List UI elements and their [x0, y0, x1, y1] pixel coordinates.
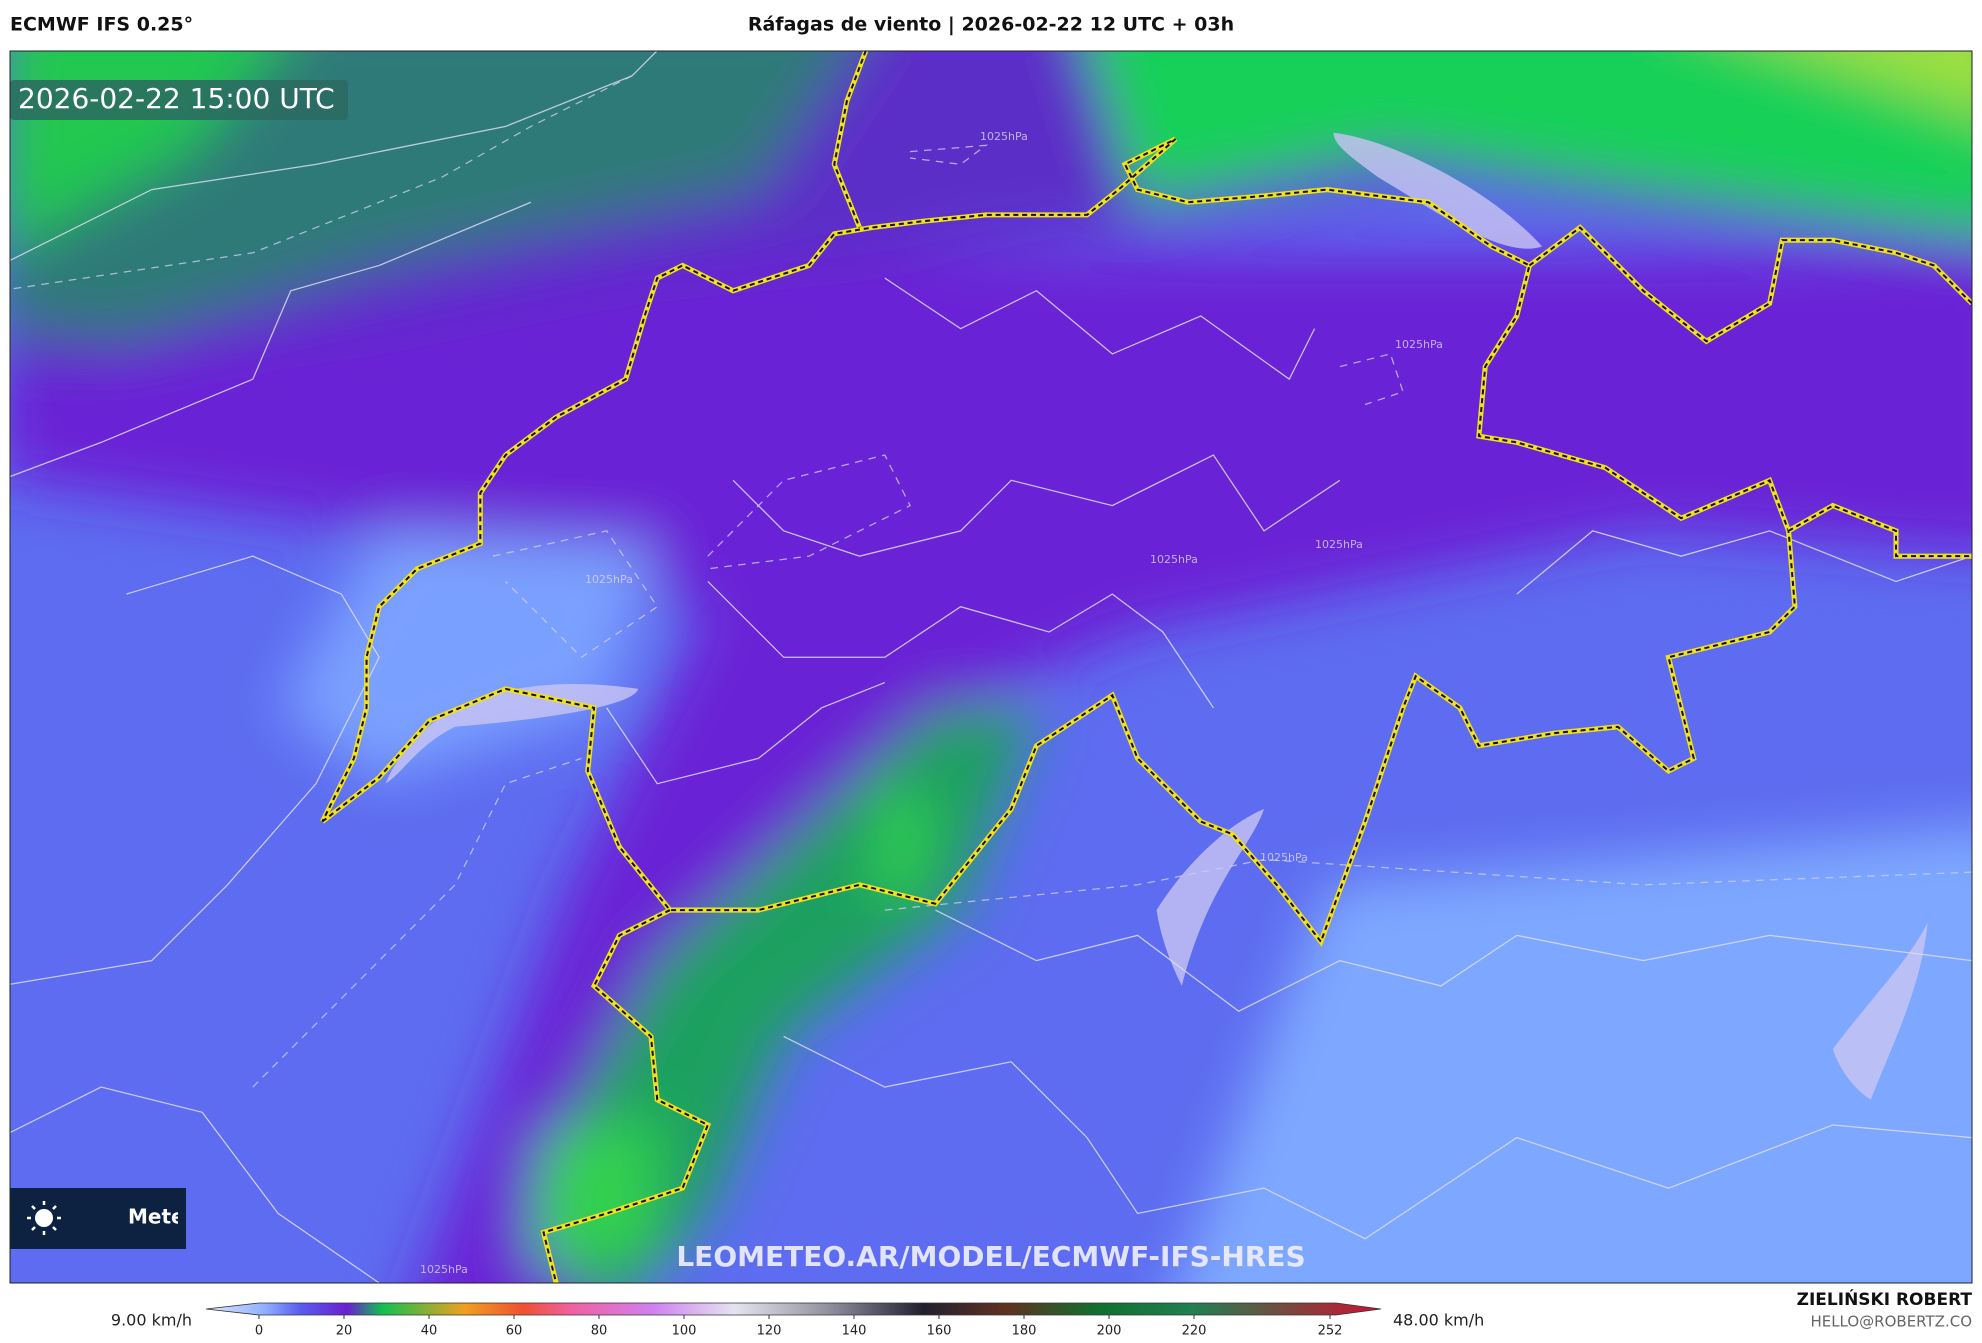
isobar-label: 1025hPa — [1395, 338, 1443, 351]
sun-icon — [27, 1201, 61, 1235]
isobar-label: 1025hPa — [1150, 553, 1198, 566]
colorbar-min: 9.00 km/h — [111, 1311, 192, 1330]
colorbar-tick-label: 100 — [672, 1324, 697, 1339]
watermark: LEOMETEO.AR/MODEL/ECMWF-IFS-HRES — [676, 1240, 1305, 1273]
map-title: Ráfagas de viento | 2026-02-22 12 UTC + … — [748, 14, 1234, 36]
colorbar-tick-label: 252 — [1318, 1324, 1343, 1339]
timestamp-box — [10, 80, 348, 120]
email: HELLO@ROBERTZ.CO — [1810, 1313, 1972, 1331]
colorbar-tick-label: 60 — [506, 1324, 523, 1339]
colorbar-bar — [205, 1302, 1382, 1316]
colorbar-tick-label: 0 — [255, 1324, 263, 1339]
colorbar-tick-label: 20 — [336, 1324, 353, 1339]
national-border — [320, 51, 1972, 1283]
isobar-label: 1025hPa — [585, 573, 633, 586]
isobar-label: 1025hPa — [1260, 851, 1308, 864]
colorbar-tick-label: 120 — [757, 1324, 782, 1339]
colorbar-tick-label: 140 — [842, 1324, 867, 1339]
region-borders — [10, 51, 1972, 1283]
logo-text: Meteo — [128, 1205, 198, 1229]
timestamp: 2026-02-22 15:00 UTC — [18, 82, 335, 115]
colorbar-tick-label: 220 — [1182, 1324, 1207, 1339]
isobar-label: 1025hPa — [420, 1263, 468, 1276]
model-label: ECMWF IFS 0.25° — [10, 14, 193, 36]
colorbar-tick-label: 80 — [591, 1324, 608, 1339]
colorbar-tick-label: 40 — [421, 1324, 438, 1339]
colorbar-tick-label: 180 — [1012, 1324, 1037, 1339]
map-frame — [9, 50, 1973, 1284]
isobar-label: 1025hPa — [1315, 538, 1363, 551]
colorbar-max: 48.00 km/h — [1393, 1311, 1484, 1330]
isobar-label: 1025hPa — [980, 130, 1028, 143]
lakes — [385, 132, 1928, 1100]
colorbar: 0 20 40 60 80 100 120 140 160 180 200 220 252 — [205, 1302, 1382, 1339]
isobar-labels: 1025hPa 1025hPa 1025hPa 1025hPa 1025hPa 1025h… — [420, 130, 1443, 1276]
colorbar-tick-label: 200 — [1097, 1324, 1122, 1339]
author: ZIELIŃSKI ROBERT — [1797, 1288, 1973, 1310]
colorbar-tick-label: 160 — [927, 1324, 952, 1339]
isobars — [10, 75, 1972, 1088]
